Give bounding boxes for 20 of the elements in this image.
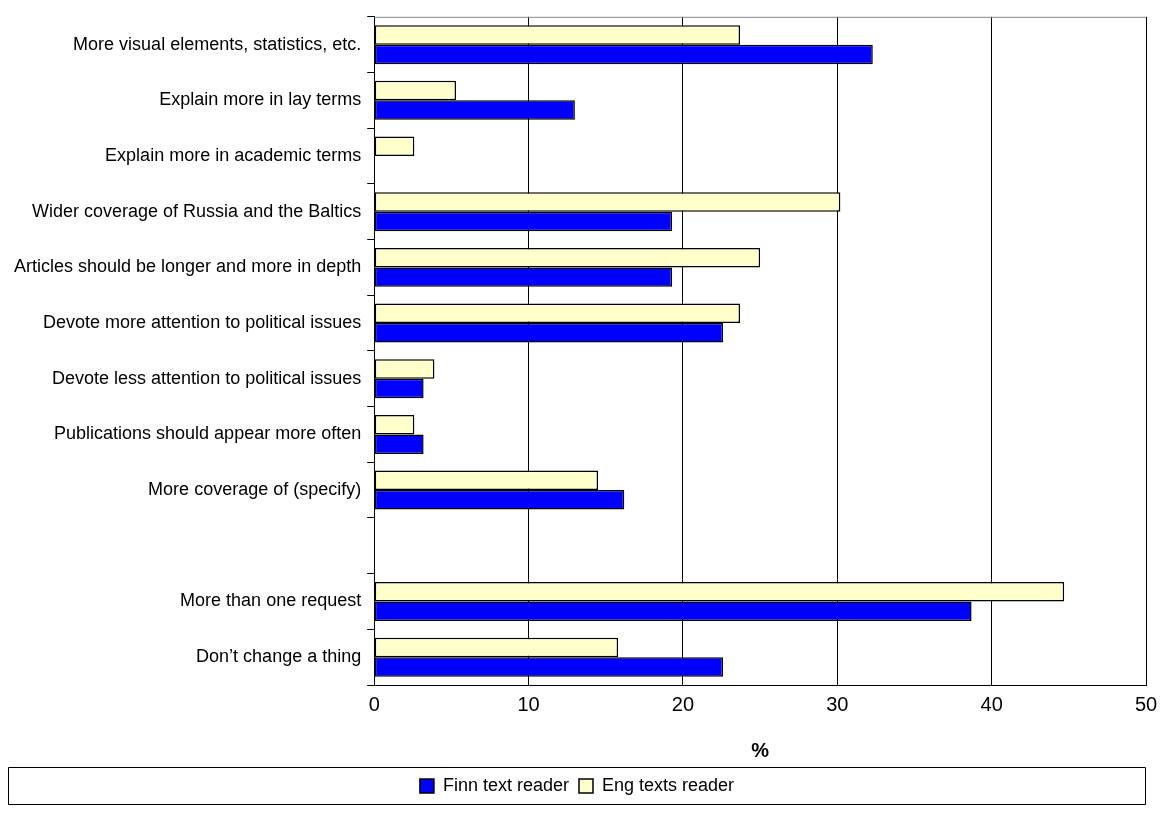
legend-label: Finn text reader (442, 774, 569, 795)
x-tick-label: 10 (517, 692, 540, 715)
legend-label: Eng texts reader (601, 774, 735, 795)
x-axis-title: % (751, 738, 770, 761)
x-tick-label: 40 (980, 692, 1003, 715)
y-tick-label: Wider coverage of Russia and the Baltics (32, 200, 362, 221)
x-tick-label: 20 (671, 692, 695, 715)
x-tick-label: 50 (1134, 692, 1158, 715)
y-tick-label: Don’t change a thing (196, 646, 362, 667)
y-tick-label: Devote less attention to political issues (52, 367, 362, 388)
y-tick-label: More visual elements, statistics, etc. (73, 33, 362, 54)
y-tick-label: Explain more in academic terms (105, 144, 362, 165)
y-tick-label: Publications should appear more often (54, 423, 362, 444)
y-tick-label: Devote more attention to political issues (43, 312, 362, 333)
x-tick-label: 0 (368, 692, 380, 715)
y-tick-label: More coverage of (specify) (148, 479, 362, 500)
y-tick-label: Explain more in lay terms (159, 89, 362, 110)
y-tick-label: More than one request (180, 590, 362, 611)
y-tick-label: Articles should be longer and more in depth (13, 256, 362, 277)
x-tick-label: 30 (826, 692, 849, 715)
